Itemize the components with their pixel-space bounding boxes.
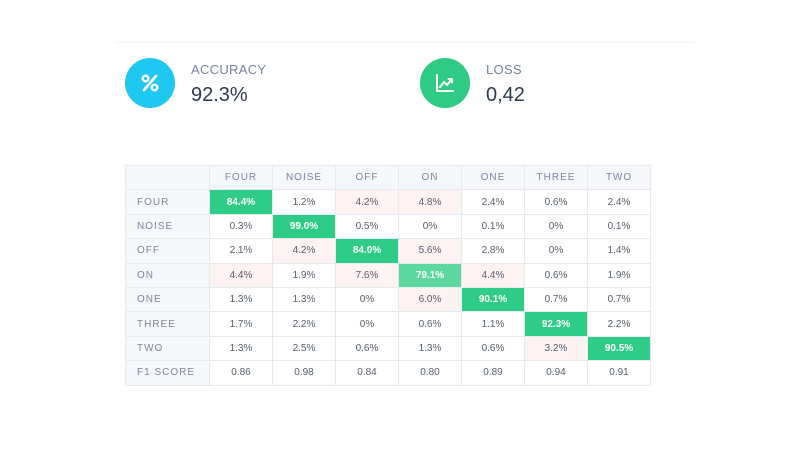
- matrix-cell: 0.6%: [524, 189, 588, 215]
- matrix-cell: 2.5%: [272, 335, 336, 362]
- matrix-cell: 2.2%: [587, 311, 651, 337]
- col-header: ONE: [461, 164, 525, 191]
- matrix-cell: 2.4%: [587, 189, 651, 215]
- matrix-cell: 99.0%: [272, 213, 336, 240]
- matrix-cell: 2.8%: [461, 238, 525, 264]
- f1-cell: 0.80: [398, 360, 462, 386]
- f1-cell: 0.94: [524, 360, 588, 386]
- matrix-row: ONE 1.3% 1.3% 0% 6.0% 90.1% 0.7% 0.7%: [125, 286, 651, 313]
- matrix-cell: 4.2%: [335, 189, 399, 215]
- matrix-row: NOISE 0.3% 99.0% 0.5% 0% 0.1% 0% 0.1%: [125, 213, 651, 240]
- matrix-cell: 0.6%: [398, 311, 462, 337]
- f1-cell: 0.91: [587, 360, 651, 386]
- matrix-row: FOUR 84.4% 1.2% 4.2% 4.8% 2.4% 0.6% 2.4%: [125, 189, 651, 215]
- matrix-cell: 0%: [335, 286, 399, 313]
- matrix-cell: 4.2%: [272, 238, 336, 264]
- f1-cell: 0.84: [335, 360, 399, 386]
- matrix-cell: 2.2%: [272, 311, 336, 337]
- matrix-cell: 4.4%: [209, 262, 273, 288]
- accuracy-value: 92.3%: [191, 84, 248, 106]
- accuracy-metric: ACCURACY 92.3%: [125, 58, 266, 108]
- matrix-cell: 92.3%: [524, 311, 588, 337]
- matrix-cell: 2.4%: [461, 189, 525, 215]
- matrix-cell: 0%: [524, 238, 588, 264]
- matrix-cell: 1.9%: [587, 262, 651, 288]
- matrix-cell: 90.5%: [587, 335, 651, 362]
- matrix-cell: 79.1%: [398, 262, 462, 288]
- top-divider: [115, 42, 695, 43]
- col-header: OFF: [335, 164, 399, 191]
- matrix-row: THREE 1.7% 2.2% 0% 0.6% 1.1% 92.3% 2.2%: [125, 311, 651, 337]
- matrix-cell: 1.1%: [461, 311, 525, 337]
- chart-up-icon: [420, 58, 470, 108]
- matrix-cell: 0.5%: [335, 213, 399, 240]
- row-header: FOUR: [125, 189, 210, 215]
- matrix-cell: 1.3%: [272, 286, 336, 313]
- percent-icon: [125, 58, 175, 108]
- row-header: ONE: [125, 286, 210, 313]
- matrix-cell: 3.2%: [524, 335, 588, 362]
- matrix-cell: 84.0%: [335, 238, 399, 264]
- matrix-cell: 7.6%: [335, 262, 399, 288]
- f1-score-row: F1 SCORE 0.86 0.98 0.84 0.80 0.89 0.94 0…: [125, 360, 651, 386]
- row-header: NOISE: [125, 213, 210, 240]
- matrix-cell: 4.8%: [398, 189, 462, 215]
- matrix-cell: 1.9%: [272, 262, 336, 288]
- matrix-cell: 5.6%: [398, 238, 462, 264]
- matrix-cell: 84.4%: [209, 189, 273, 215]
- matrix-cell: 2.1%: [209, 238, 273, 264]
- confusion-matrix: FOUR NOISE OFF ON ONE THREE TWO FOUR 84.…: [125, 164, 651, 386]
- matrix-row: OFF 2.1% 4.2% 84.0% 5.6% 2.8% 0% 1.4%: [125, 238, 651, 264]
- matrix-cell: 0.7%: [587, 286, 651, 313]
- matrix-cell: 0.7%: [524, 286, 588, 313]
- row-header: OFF: [125, 238, 210, 264]
- matrix-cell: 1.3%: [209, 335, 273, 362]
- matrix-cell: 0%: [335, 311, 399, 337]
- loss-label: LOSS: [486, 62, 522, 77]
- matrix-cell: 1.3%: [209, 286, 273, 313]
- accuracy-label: ACCURACY: [191, 62, 267, 77]
- f1-cell: 0.89: [461, 360, 525, 386]
- matrix-cell: 0.6%: [524, 262, 588, 288]
- matrix-cell: 0.1%: [587, 213, 651, 240]
- matrix-cell: 0.6%: [461, 335, 525, 362]
- col-header: ON: [398, 164, 462, 191]
- row-header: THREE: [125, 311, 210, 337]
- col-header: THREE: [524, 164, 588, 191]
- matrix-cell: 4.4%: [461, 262, 525, 288]
- matrix-cell: 0%: [398, 213, 462, 240]
- matrix-cell: 1.7%: [209, 311, 273, 337]
- matrix-cell: 1.4%: [587, 238, 651, 264]
- loss-metric: LOSS 0,42: [420, 58, 525, 108]
- f1-cell: 0.86: [209, 360, 273, 386]
- matrix-row: TWO 1.3% 2.5% 0.6% 1.3% 0.6% 3.2% 90.5%: [125, 335, 651, 362]
- row-header: F1 SCORE: [125, 360, 210, 386]
- matrix-cell: 0.6%: [335, 335, 399, 362]
- col-header: TWO: [587, 164, 651, 191]
- matrix-cell: 1.3%: [398, 335, 462, 362]
- matrix-row: ON 4.4% 1.9% 7.6% 79.1% 4.4% 0.6% 1.9%: [125, 262, 651, 288]
- header-row: FOUR NOISE OFF ON ONE THREE TWO: [125, 164, 651, 191]
- f1-cell: 0.98: [272, 360, 336, 386]
- loss-value: 0,42: [486, 84, 525, 106]
- matrix-cell: 6.0%: [398, 286, 462, 313]
- col-header: NOISE: [272, 164, 336, 191]
- row-header: ON: [125, 262, 210, 288]
- col-header: FOUR: [209, 164, 273, 191]
- row-header: TWO: [125, 335, 210, 362]
- corner-cell: [125, 164, 210, 191]
- matrix-cell: 1.2%: [272, 189, 336, 215]
- matrix-cell: 90.1%: [461, 286, 525, 313]
- matrix-cell: 0%: [524, 213, 588, 240]
- matrix-cell: 0.3%: [209, 213, 273, 240]
- matrix-cell: 0.1%: [461, 213, 525, 240]
